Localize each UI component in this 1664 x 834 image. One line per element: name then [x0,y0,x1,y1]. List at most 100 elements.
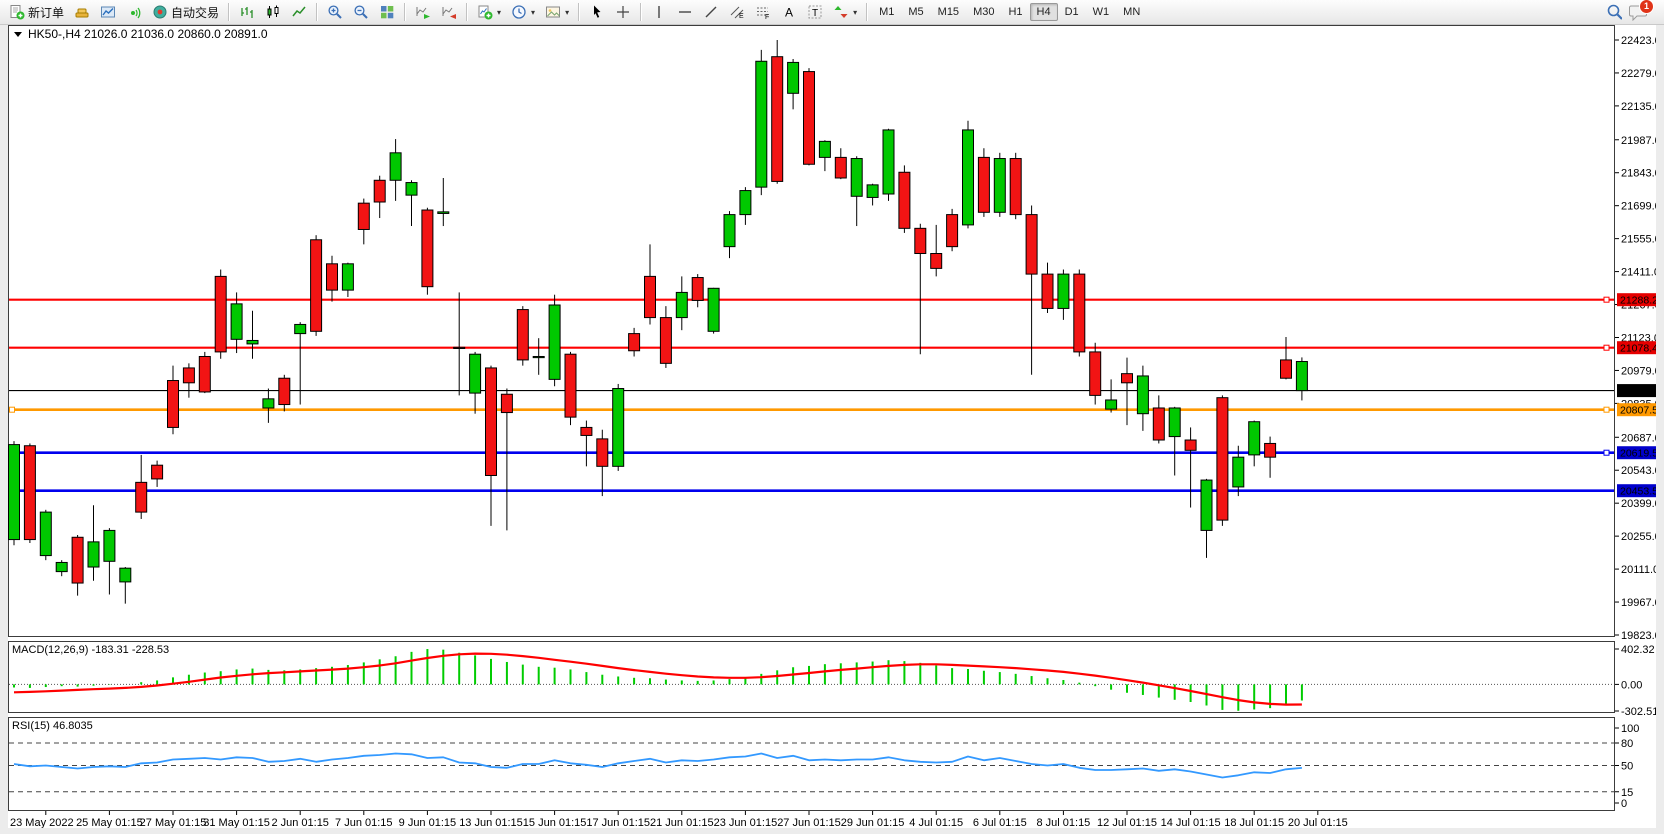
candle-body [771,56,784,182]
chart-title-text: HK50-,H4 21026.0 21036.0 20860.0 20891.0 [28,27,268,41]
svg-text:E: E [739,13,744,20]
signals-icon[interactable] [121,0,147,25]
trendline-icon[interactable] [698,0,724,25]
timeframe-button-h4[interactable]: H4 [1029,3,1058,21]
price-badge [1617,341,1663,355]
candle-body [1105,399,1118,410]
candle-body [1248,421,1261,456]
addind-icon [477,4,493,20]
candle-body [818,140,831,158]
candle-body [167,380,179,428]
equidistant-channel-icon[interactable]: E [724,0,750,25]
time-tick-label: 4 Jul 01:15 [909,817,963,828]
cursor-icon [589,4,605,20]
text-icon[interactable]: A [776,0,802,25]
candle-body [39,511,52,557]
hline-handle[interactable] [1603,406,1610,413]
rsi-label: RSI(15) 46.8035 [12,720,93,732]
time-tick-label: 13 Jun 01:15 [459,817,523,828]
macd-axis-label: -302.51 [1621,706,1656,718]
periods-dropdown[interactable]: ▾ [506,0,540,25]
text-label-icon[interactable]: T [802,0,828,25]
candle-body [119,567,132,583]
candle-body [405,182,418,196]
timeframe-button-mn[interactable]: MN [1123,6,1141,18]
time-tick-label: 8 Jul 01:15 [1036,817,1090,828]
candle-body [612,388,625,467]
price-axis[interactable]: 22423.0 22279.0 22135.0 21987.0 21843.0 21699… [1615,35,1663,642]
candle-body [850,158,863,197]
candle-body [310,239,323,332]
time-tick-label: 6 Jul 01:15 [973,817,1027,828]
candle-body [628,333,641,352]
candle-body [230,303,243,340]
macd-axis-label: 0.00 [1621,679,1642,691]
candle-body [723,214,736,248]
price-tick-label: 20399.0 [1621,498,1656,510]
timeframe-button-m1[interactable]: M1 [879,6,895,18]
chat-icon[interactable]: 1 [1628,0,1654,22]
auto-scroll-icon[interactable] [410,0,436,25]
textT-icon: T [807,4,823,20]
timeframe-button-m30[interactable]: M30 [973,6,995,18]
timeframe-button-d1[interactable]: D1 [1064,6,1079,18]
price-badge [1617,384,1663,398]
time-tick-label: 18 Jul 01:15 [1224,817,1284,828]
candle-body [87,541,100,568]
fibonacci-icon[interactable]: F [750,0,776,25]
candle-body [485,367,497,476]
svg-text:A: A [785,6,793,20]
candlestick-chart-icon[interactable] [260,0,286,25]
search-icon[interactable] [1606,4,1622,20]
bars-icon [239,4,255,20]
price-badge [1617,484,1663,498]
timeframe-button-m5[interactable]: M5 [908,6,924,18]
zoom-in-icon[interactable] [322,0,348,25]
line-chart-icon[interactable] [286,0,312,25]
templates-dropdown[interactable]: ▾ [540,0,574,25]
rsi-axis-label: 50 [1621,761,1633,773]
autotrading-button[interactable]: 自动交易 [147,0,224,25]
toolbar-separator [866,3,869,21]
candle-body [691,277,704,301]
time-tick-label: 12 Jul 01:15 [1097,817,1157,828]
chart-shift-icon[interactable] [436,0,462,25]
hline-handle[interactable] [1603,344,1610,351]
timeframe-button-m15[interactable]: M15 [937,6,960,18]
vertical-line-icon[interactable] [646,0,672,25]
zoomin-icon [327,4,343,20]
bar-chart-icon[interactable] [234,0,260,25]
candle-body [326,263,338,291]
tile-windows-icon[interactable] [374,0,400,25]
new-order-button[interactable]: 新订单 [4,0,69,25]
hline-handle[interactable] [9,406,15,413]
arrows-dropdown[interactable]: ▾ [828,0,862,25]
timeframe-button-w1[interactable]: W1 [1092,6,1110,18]
chart-menu-icon[interactable] [14,32,22,37]
candle-body [993,158,1006,213]
chevron-down-icon: ▾ [853,7,858,17]
candles-icon [265,4,281,20]
candle-body [453,346,466,349]
indicators-dropdown[interactable]: ▾ [472,0,506,25]
hline-handle[interactable] [1603,296,1610,303]
crosshair-icon[interactable] [610,0,636,25]
autotrading-button-label: 自动交易 [171,5,220,20]
price-tick-label: 19823.0 [1621,630,1656,642]
horizontal-line-icon[interactable] [672,0,698,25]
price-tick-label: 21555.0 [1621,234,1656,246]
candle-body [8,444,20,541]
market-watch-icon[interactable] [95,0,121,25]
linechart-icon [291,4,307,20]
zoom-out-icon[interactable] [348,0,374,25]
candle-body [294,323,307,335]
price-tick-label: 20255.0 [1621,531,1656,543]
price-tick-label: 21411.0 [1621,267,1656,279]
candle-body [548,304,561,380]
chart-title: HK50-,H4 21026.0 21036.0 20860.0 20891.0 [14,27,268,41]
gold-symbols-icon[interactable] [69,0,95,25]
cursor-icon[interactable] [584,0,610,25]
hline-handle[interactable] [1603,449,1610,456]
timeframe-button-h1[interactable]: H1 [1008,6,1023,18]
